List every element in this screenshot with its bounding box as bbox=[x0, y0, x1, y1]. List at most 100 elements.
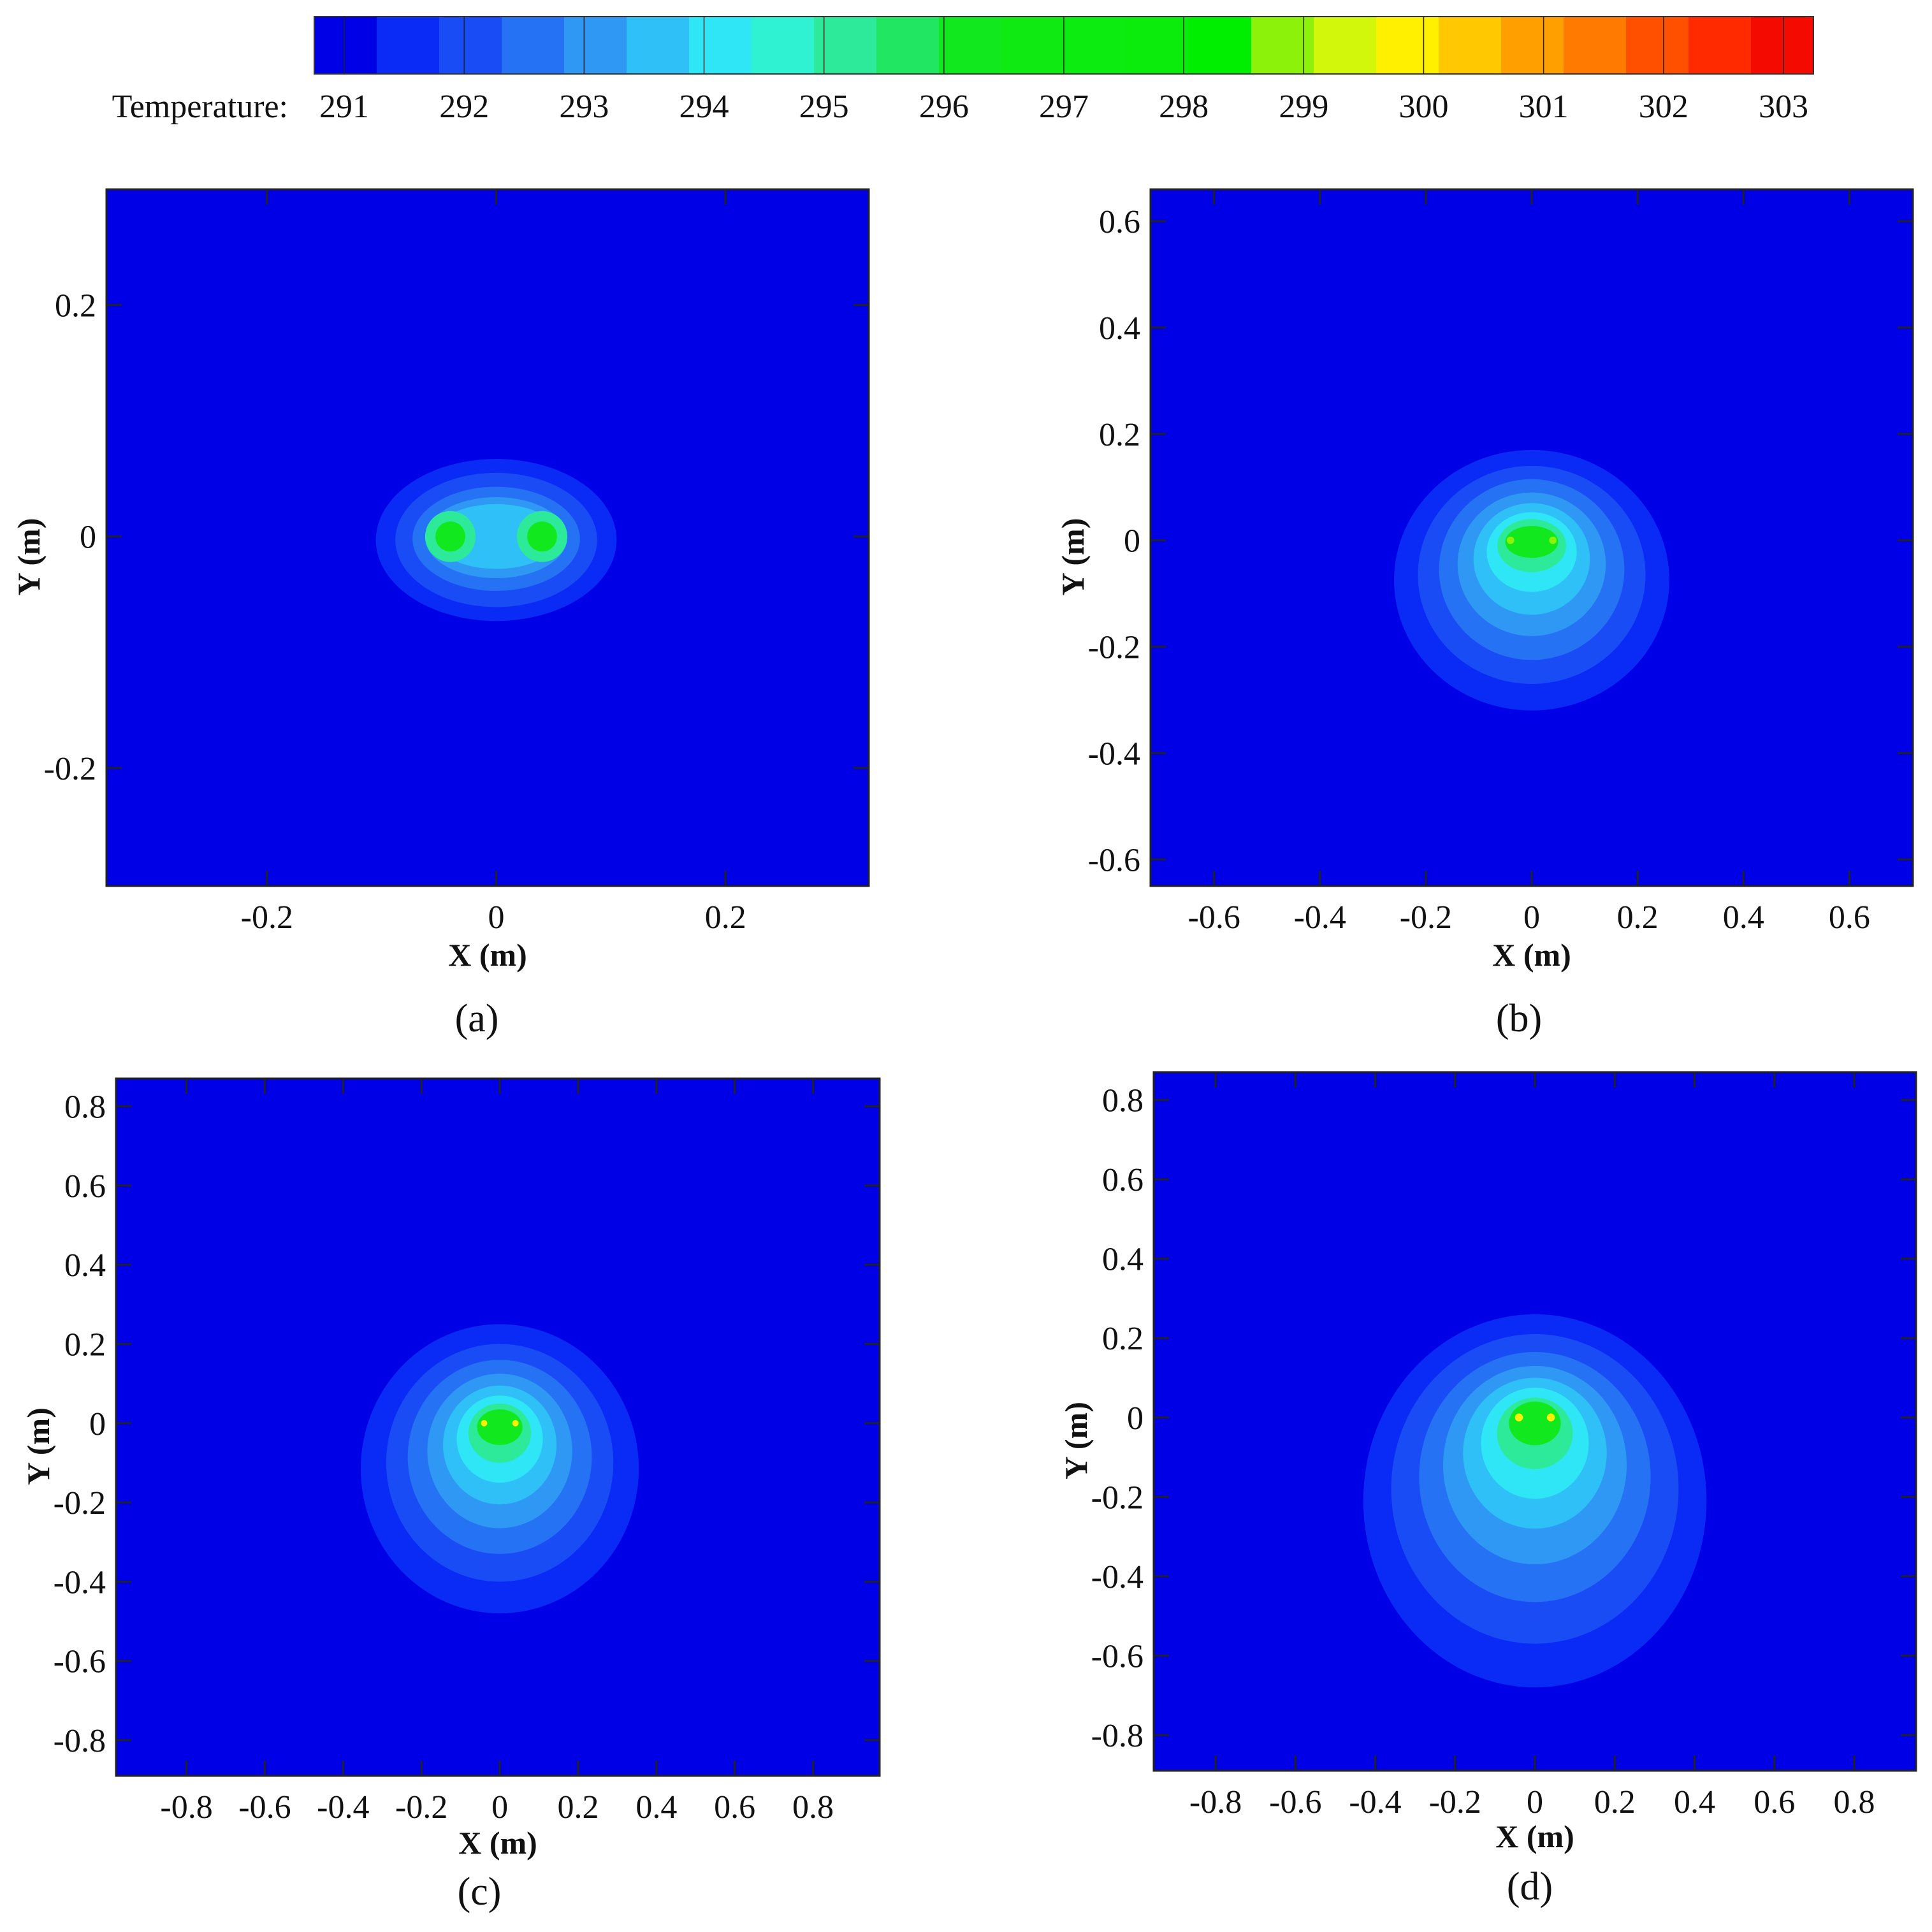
contour-band bbox=[1509, 1401, 1561, 1446]
contour-band bbox=[1514, 1413, 1523, 1421]
colorbar-tick-label: 295 bbox=[799, 89, 849, 125]
colorbar-swatch bbox=[1689, 17, 1752, 74]
colorbar-swatch bbox=[1001, 17, 1064, 74]
x-tick-label: -0.8 bbox=[160, 1789, 212, 1826]
y-tick-label: 0.8 bbox=[1102, 1083, 1144, 1119]
colorbar-swatch bbox=[314, 17, 377, 74]
colorbar-tick-label: 299 bbox=[1279, 89, 1328, 125]
colorbar-swatch bbox=[377, 17, 440, 74]
colorbar-swatch bbox=[939, 17, 1002, 74]
x-tick-label: 0.4 bbox=[1723, 899, 1764, 936]
x-tick-label: 0.2 bbox=[1617, 899, 1659, 936]
y-tick-label: -0.4 bbox=[54, 1564, 106, 1601]
x-tick-label: 0.8 bbox=[792, 1789, 834, 1826]
contour-band bbox=[477, 1409, 523, 1445]
y-tick-label: 0 bbox=[1127, 1400, 1144, 1437]
y-tick-label: -0.2 bbox=[1088, 630, 1140, 666]
x-tick-label: -0.4 bbox=[1349, 1784, 1401, 1820]
x-axis-label: X (m) bbox=[458, 1825, 537, 1861]
colorbar-swatch bbox=[502, 17, 565, 74]
y-tick-label: 0.4 bbox=[64, 1247, 106, 1284]
y-tick-label: 0.4 bbox=[1102, 1242, 1144, 1278]
colorbar-swatch bbox=[876, 17, 940, 74]
y-tick-label: -0.2 bbox=[1091, 1479, 1144, 1516]
panel-caption: (b) bbox=[1496, 997, 1542, 1040]
x-axis-label: X (m) bbox=[1495, 1819, 1574, 1854]
y-tick-label: 0.6 bbox=[1102, 1162, 1144, 1198]
colorbar: Temperature: 291 292 293 294 295 296 297 298 299 3… bbox=[112, 16, 1814, 125]
x-tick-label: -0.4 bbox=[1294, 899, 1346, 936]
y-tick-label: 0.6 bbox=[64, 1168, 106, 1205]
y-tick-label: -0.6 bbox=[1088, 842, 1140, 878]
colorbar-swatch bbox=[627, 17, 690, 74]
colorbar-swatch bbox=[1751, 17, 1814, 74]
contour-band bbox=[527, 521, 557, 552]
contour-band bbox=[1549, 536, 1557, 544]
y-tick-label: -0.6 bbox=[1091, 1638, 1144, 1674]
colorbar-swatch bbox=[752, 17, 815, 74]
y-tick-label: 0.6 bbox=[1099, 204, 1140, 240]
plot-area bbox=[116, 1079, 880, 1776]
x-tick-label: 0.4 bbox=[636, 1789, 677, 1826]
x-tick-label: 0 bbox=[1527, 1784, 1543, 1820]
y-tick-label: -0.2 bbox=[44, 751, 96, 787]
plot-frame bbox=[105, 188, 870, 887]
x-axis-label: X (m) bbox=[1492, 937, 1571, 973]
colorbar-swatch bbox=[1314, 17, 1377, 74]
contour-band bbox=[481, 1420, 488, 1427]
y-axis-label: Y (m) bbox=[1058, 1402, 1094, 1479]
plot-area bbox=[1151, 189, 1913, 886]
colorbar-tick-label: 300 bbox=[1398, 89, 1448, 125]
y-tick-label: -0.8 bbox=[54, 1723, 106, 1759]
colorbar-swatch bbox=[564, 17, 627, 74]
x-tick-label: 0 bbox=[488, 899, 504, 936]
colorbar-swatch bbox=[1439, 17, 1502, 74]
x-tick-label: -0.6 bbox=[1269, 1784, 1321, 1820]
contour-band bbox=[1505, 526, 1558, 558]
colorbar-tick-label: 302 bbox=[1639, 89, 1689, 125]
x-tick-label: 0.2 bbox=[557, 1789, 599, 1826]
contour-band bbox=[435, 521, 465, 552]
y-tick-label: 0.2 bbox=[64, 1326, 106, 1363]
colorbar-swatch bbox=[1189, 17, 1252, 74]
colorbar-swatch bbox=[1126, 17, 1189, 74]
colorbar-swatch bbox=[1251, 17, 1314, 74]
colorbar-title: Temperature: bbox=[112, 89, 288, 125]
x-tick-label: 0.6 bbox=[1829, 899, 1870, 936]
panel-caption: (c) bbox=[458, 1870, 502, 1914]
x-axis-label: X (m) bbox=[448, 937, 527, 973]
colorbar-tick-label: 301 bbox=[1519, 89, 1569, 125]
y-tick-label: -0.4 bbox=[1088, 736, 1140, 772]
contour-band bbox=[512, 1420, 519, 1427]
contour-band bbox=[1506, 536, 1514, 544]
x-tick-label: -0.6 bbox=[1188, 899, 1240, 936]
x-tick-label: 0.6 bbox=[1754, 1784, 1795, 1820]
x-tick-label: -0.4 bbox=[317, 1789, 369, 1826]
panel-caption: (d) bbox=[1507, 1865, 1553, 1908]
x-tick-label: -0.6 bbox=[238, 1789, 291, 1826]
y-tick-label: -0.4 bbox=[1091, 1559, 1144, 1595]
y-tick-label: 0.2 bbox=[1102, 1321, 1144, 1357]
colorbar-tick-label: 296 bbox=[919, 89, 969, 125]
plot-area bbox=[106, 189, 869, 886]
y-tick-label: 0.2 bbox=[1099, 417, 1140, 453]
y-tick-label: -0.6 bbox=[54, 1644, 106, 1680]
x-tick-label: 0.2 bbox=[1594, 1784, 1636, 1820]
y-tick-label: 0.2 bbox=[55, 288, 96, 324]
colorbar-swatch bbox=[1064, 17, 1127, 74]
colorbar-swatch bbox=[1501, 17, 1564, 74]
plot-area bbox=[1154, 1072, 1916, 1771]
y-tick-label: 0 bbox=[1124, 523, 1140, 560]
colorbar-tick-label: 292 bbox=[439, 89, 489, 125]
y-tick-label: 0.4 bbox=[1099, 310, 1140, 347]
colorbar-swatch bbox=[1626, 17, 1689, 74]
y-tick-label: 0.8 bbox=[64, 1089, 106, 1126]
colorbar-tick-label: 294 bbox=[679, 89, 729, 125]
panel-b: -0.6 -0.4 -0.2 0 0.2 0.4 0.6 -0.6 -0.4 -0.2 0 0.2 0.… bbox=[1055, 188, 1914, 1040]
x-tick-label: -0.2 bbox=[241, 899, 293, 936]
y-tick-label: 0 bbox=[80, 519, 96, 556]
y-tick-label: 0 bbox=[89, 1406, 106, 1442]
colorbar-tick-label: 291 bbox=[319, 89, 369, 125]
colorbar-swatch bbox=[814, 17, 877, 74]
panel-a: -0.2 0 0.2 -0.2 0 0.2 X (m) Y (m) (a) bbox=[11, 188, 870, 1040]
